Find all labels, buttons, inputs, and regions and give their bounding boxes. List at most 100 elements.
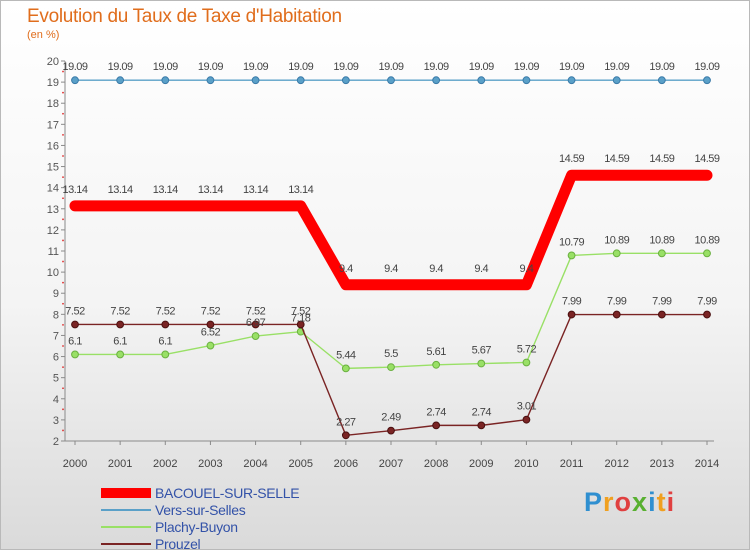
data-label: 7.52 [156, 305, 176, 317]
data-label: 7.99 [697, 296, 717, 308]
data-point [477, 421, 486, 430]
data-label: 19.09 [153, 61, 178, 73]
chart-title: Evolution du Taux de Taxe d'Habitation [27, 6, 342, 27]
y-tick-label: 5 [53, 373, 59, 385]
data-point [567, 310, 576, 319]
data-point [657, 310, 666, 319]
data-point [703, 249, 711, 258]
data-label: 6.52 [201, 327, 221, 339]
data-label: 2.74 [472, 406, 492, 418]
y-minor-tick [62, 218, 64, 221]
data-label: 5.61 [426, 346, 446, 358]
logo-letter: P [584, 487, 604, 517]
y-tick-label: 2 [53, 436, 59, 448]
data-label: 5.72 [517, 343, 537, 355]
data-point [612, 310, 621, 319]
data-label: 19.09 [378, 61, 403, 73]
x-tick-label: 2004 [243, 458, 267, 470]
y-tick-label: 4 [53, 394, 59, 406]
y-minor-tick [62, 302, 64, 305]
x-tick-label: 2009 [469, 458, 493, 470]
y-tick-label: 18 [47, 98, 59, 110]
chart-subtitle: (en %) [27, 29, 60, 41]
data-point [387, 426, 395, 435]
data-label: 19.09 [243, 61, 268, 73]
data-point [522, 76, 531, 85]
x-tick-label: 2007 [379, 458, 403, 470]
data-label: 10.89 [694, 234, 719, 246]
data-label: 7.52 [201, 305, 221, 317]
y-minor-tick [62, 133, 64, 136]
data-point [477, 76, 486, 85]
x-tick-label: 2011 [560, 458, 584, 470]
x-tick-label: 2010 [514, 458, 538, 470]
data-point [116, 350, 125, 359]
data-point [206, 341, 215, 350]
data-label: 19.09 [514, 61, 539, 73]
x-tick-label: 2002 [153, 458, 177, 470]
data-label: 9.4 [339, 263, 353, 275]
data-point [116, 320, 125, 329]
data-label: 19.09 [288, 61, 313, 73]
data-label: 13.14 [243, 184, 268, 196]
data-point [296, 76, 305, 85]
legend-item: BACOUEL-SUR-SELLE [101, 485, 341, 502]
logo-letter: r [603, 487, 615, 517]
data-point [251, 76, 260, 85]
data-label: 3.01 [517, 401, 537, 413]
data-label: 6.1 [68, 335, 82, 347]
y-minor-tick [62, 239, 64, 242]
data-point [251, 320, 260, 329]
legend-label: Vers-sur-Selles [155, 502, 246, 518]
y-tick-label: 11 [48, 246, 59, 258]
y-minor-tick [62, 345, 64, 347]
data-label: 7.52 [65, 305, 85, 317]
data-label: 9.4 [384, 263, 398, 275]
y-minor-tick [62, 70, 64, 73]
y-minor-tick [62, 429, 64, 432]
data-label: 19.09 [424, 61, 449, 73]
y-minor-tick [62, 281, 64, 284]
data-label: 9.4 [474, 263, 488, 275]
data-label: 6.1 [158, 335, 172, 347]
x-tick-label: 2006 [334, 458, 358, 470]
data-label: 14.59 [649, 153, 674, 165]
data-label: 9.4 [429, 263, 443, 275]
x-tick-label: 2001 [108, 458, 132, 470]
data-point [432, 76, 441, 85]
legend-item: Plachy-Buyon [101, 519, 341, 536]
data-point [567, 251, 576, 260]
legend-item: Prouzel [101, 536, 341, 553]
data-label: 2.74 [426, 406, 446, 418]
logo-letter: i [666, 487, 676, 517]
y-tick-label: 13 [47, 204, 59, 216]
data-point [387, 76, 395, 85]
data-point [432, 360, 441, 369]
logo-letter: x [632, 487, 649, 517]
y-tick-label: 3 [53, 415, 59, 427]
data-label: 5.44 [336, 349, 356, 361]
y-tick-label: 12 [47, 225, 59, 237]
legend-label: Prouzel [155, 536, 201, 552]
data-label: 5.67 [472, 345, 492, 357]
y-tick-label: 6 [53, 352, 59, 364]
y-minor-tick [62, 260, 64, 263]
y-minor-tick [62, 155, 64, 157]
data-label: 6.1 [113, 335, 127, 347]
data-label: 2.27 [336, 416, 356, 428]
legend-item: Vers-sur-Selles [101, 502, 341, 519]
data-label: 13.14 [62, 184, 87, 196]
data-label: 2.49 [381, 412, 401, 424]
data-point [71, 320, 79, 329]
data-point [161, 320, 170, 329]
data-label: 19.09 [604, 61, 629, 73]
data-point [612, 249, 621, 258]
logo-letter: t [656, 487, 667, 517]
data-label: 19.09 [649, 61, 674, 73]
data-point [341, 364, 350, 373]
data-label: 19.09 [62, 61, 87, 73]
y-tick-label: 17 [47, 119, 59, 131]
data-label: 7.52 [246, 305, 266, 317]
